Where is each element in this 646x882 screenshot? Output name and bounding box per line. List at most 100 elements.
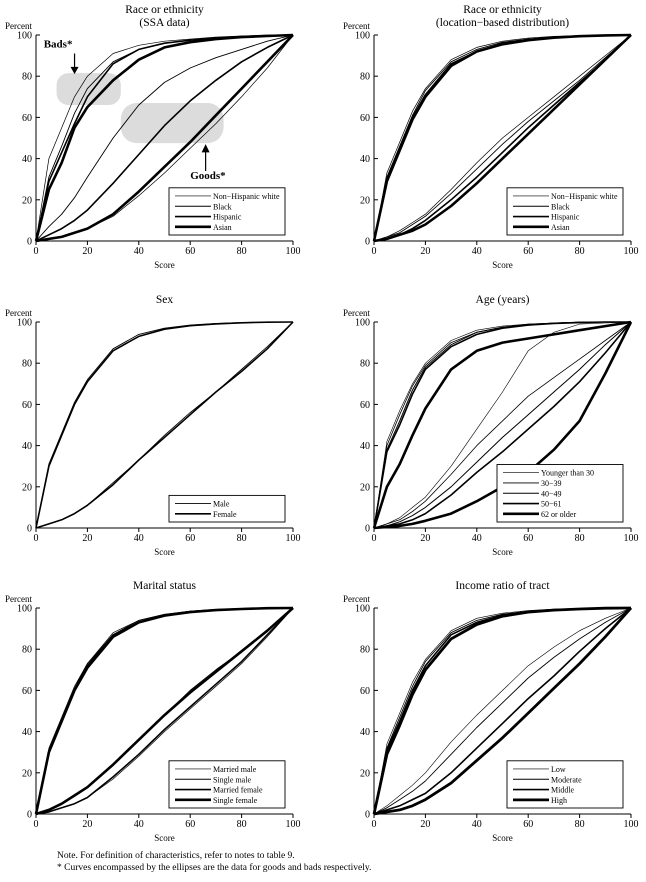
chart-svg: Age (years) Percent Score 0 20 40 60 80 100 0 20 40… xyxy=(343,294,639,557)
chart-panel: Income ratio of tract Percent Score 0 20 40 60… xyxy=(338,573,646,858)
series-line-bads xyxy=(372,606,632,815)
legend-label: Non−Hispanic white xyxy=(213,192,280,201)
legend-label: Single female xyxy=(213,796,258,805)
legend-label: Asian xyxy=(213,223,232,232)
series-line-goods xyxy=(35,34,294,242)
x-tick-label: 0 xyxy=(372,533,377,544)
series-line-goods xyxy=(373,607,632,815)
y-axis-label: Percent xyxy=(343,21,370,31)
y-tick-label: 80 xyxy=(360,359,370,370)
legend-label: Single male xyxy=(213,775,251,784)
chart-title: Race or ethnicity xyxy=(463,4,542,16)
chart-panel: Sex Percent Score 0 20 40 60 80 100 0 20 40 60 80 100 M… xyxy=(0,287,320,572)
y-axis-label: Percent xyxy=(5,308,32,318)
y-tick-label: 60 xyxy=(22,113,32,124)
chart-title: Age (years) xyxy=(476,294,530,306)
chart-title: Sex xyxy=(156,294,174,306)
series-line-goods xyxy=(373,34,632,242)
x-tick-label: 20 xyxy=(420,819,430,830)
legend-label: Black xyxy=(551,202,570,211)
y-tick-label: 40 xyxy=(360,441,370,452)
y-tick-label: 0 xyxy=(27,810,32,821)
x-tick-label: 0 xyxy=(372,819,377,830)
y-tick-label: 60 xyxy=(360,113,370,124)
y-tick-label: 100 xyxy=(355,604,370,615)
chart-svg: Sex Percent Score 0 20 40 60 80 100 0 20 40 60 80 100 M… xyxy=(5,294,301,557)
chart-svg: Race or ethnicity(SSA data) Percent Score 0… xyxy=(5,4,301,270)
y-tick-label: 20 xyxy=(360,195,370,206)
x-tick-label: 100 xyxy=(624,819,639,830)
x-tick-label: 40 xyxy=(134,246,144,257)
y-tick-label: 0 xyxy=(365,237,370,248)
chart-panel: Marital status Percent Score 0 20 40 60 80 100 0 2… xyxy=(0,573,320,858)
y-tick-label: 0 xyxy=(27,237,32,248)
y-axis-label: Percent xyxy=(5,594,32,604)
legend-label: Younger than 30 xyxy=(541,469,594,478)
legend-label: Moderate xyxy=(551,775,582,784)
series-line-goods xyxy=(373,321,632,529)
series-line-bads xyxy=(34,33,294,242)
goods-arrow-head xyxy=(201,144,210,153)
series-line-goods xyxy=(373,34,632,242)
y-tick-label: 60 xyxy=(22,686,32,697)
chart-panel: Race or ethnicity (SSA data) Percent Score 0… xyxy=(0,0,320,285)
legend-label: 62 or older xyxy=(541,510,576,519)
legend-label: Black xyxy=(213,202,232,211)
chart-title: Income ratio of tract xyxy=(455,580,550,592)
y-tick-label: 20 xyxy=(360,482,370,493)
y-tick-label: 80 xyxy=(22,359,32,370)
x-axis-label: Score xyxy=(492,833,513,843)
x-tick-label: 100 xyxy=(286,819,301,830)
x-tick-label: 100 xyxy=(286,533,301,544)
series-line-bads xyxy=(34,606,294,815)
x-tick-label: 80 xyxy=(575,246,585,257)
x-tick-label: 0 xyxy=(34,246,39,257)
series-line-goods xyxy=(35,321,294,529)
series-line-goods xyxy=(373,34,632,243)
bads-ellipse xyxy=(56,73,121,106)
y-tick-label: 100 xyxy=(17,31,32,42)
y-tick-label: 100 xyxy=(355,318,370,329)
legend-label: Hispanic xyxy=(551,213,580,222)
x-axis-label: Score xyxy=(492,260,513,270)
x-tick-label: 60 xyxy=(523,246,533,257)
x-tick-label: 80 xyxy=(237,533,247,544)
footnote-ellipses: * Curves encompassed by the ellipses are… xyxy=(57,863,372,873)
series-line-goods xyxy=(373,321,632,529)
x-tick-label: 20 xyxy=(82,819,92,830)
y-tick-label: 40 xyxy=(360,154,370,165)
x-tick-label: 80 xyxy=(575,819,585,830)
chart-svg: Income ratio of tract Percent Score 0 20 40 60… xyxy=(343,580,639,843)
y-tick-label: 40 xyxy=(360,727,370,738)
y-tick-label: 40 xyxy=(22,441,32,452)
y-tick-label: 100 xyxy=(17,604,32,615)
series-line-goods xyxy=(373,607,632,815)
series-line-goods xyxy=(373,321,632,529)
footnote-definition: Note. For definition of characteristics,… xyxy=(57,851,295,861)
x-tick-label: 60 xyxy=(185,819,195,830)
x-tick-label: 40 xyxy=(472,819,482,830)
series-line-goods xyxy=(35,34,294,242)
x-axis-label: Score xyxy=(154,260,175,270)
bads-arrow-head xyxy=(70,66,79,75)
chart-svg: Race or ethnicity(location−based distrib… xyxy=(343,4,639,270)
legend-label: Male xyxy=(213,500,230,509)
series-line-goods xyxy=(373,321,633,530)
x-axis-label: Score xyxy=(492,547,513,557)
bads-label: Bads* xyxy=(44,38,73,50)
y-axis-label: Percent xyxy=(343,594,370,604)
chart-title: Race or ethnicity xyxy=(125,4,204,16)
legend-label: 50−61 xyxy=(541,500,562,509)
legend-label: Married male xyxy=(213,765,257,774)
legend-label: Hispanic xyxy=(213,213,242,222)
legend-label: Low xyxy=(551,765,566,774)
goods-label: Goods* xyxy=(190,170,226,182)
x-tick-label: 80 xyxy=(237,246,247,257)
chart-svg: Marital status Percent Score 0 20 40 60 80 100 0 2… xyxy=(5,580,301,843)
x-tick-label: 0 xyxy=(34,819,39,830)
x-tick-label: 60 xyxy=(185,246,195,257)
y-tick-label: 80 xyxy=(22,72,32,83)
x-tick-label: 100 xyxy=(624,533,639,544)
series-line-goods xyxy=(373,607,632,815)
x-tick-label: 80 xyxy=(237,819,247,830)
